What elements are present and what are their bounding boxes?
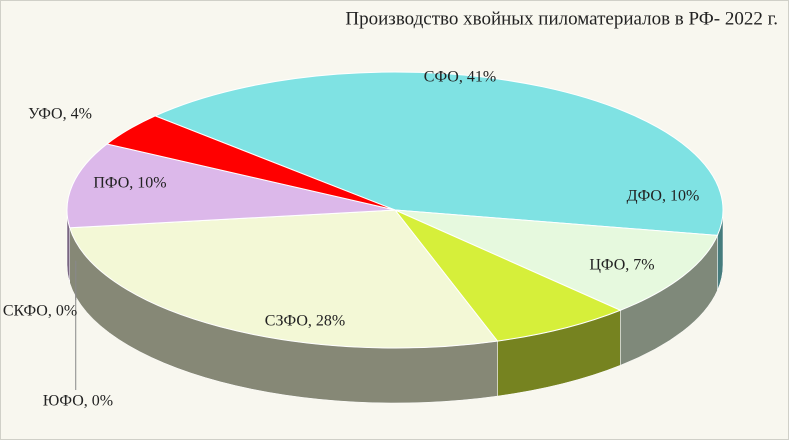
data-label: ПФО, 10% — [93, 175, 166, 192]
pie-sides — [66, 209, 724, 404]
data-label: ЦФО, 7% — [589, 257, 654, 274]
data-label: СЗФО, 28% — [265, 313, 345, 330]
pie-slice — [394, 209, 622, 342]
labels: СФО, 41% ДФО, 10% ЦФО, 7% СЗФО, 28% ЮФО, 0% С… — [3, 69, 700, 410]
pie-slice — [153, 71, 724, 236]
data-label: СКФО, 0% — [3, 303, 77, 320]
pie-slice — [105, 115, 396, 211]
data-label: СФО, 41% — [424, 69, 496, 86]
pie-slice — [394, 209, 719, 311]
pie-slice — [66, 143, 396, 229]
pie-slice — [69, 209, 499, 349]
data-label: ДФО, 10% — [627, 188, 700, 205]
data-label: ЮФО, 0% — [43, 393, 113, 410]
chart-title: Производство хвойных пиломатериалов в РФ… — [345, 8, 778, 29]
data-label: УФО, 4% — [28, 106, 92, 123]
pie-tops — [66, 71, 724, 349]
